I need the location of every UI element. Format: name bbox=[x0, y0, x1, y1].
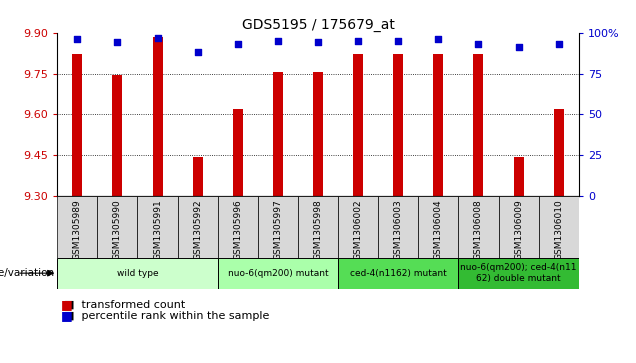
Text: wild type: wild type bbox=[116, 269, 158, 278]
Text: nuo-6(qm200); ced-4(n11
62) double mutant: nuo-6(qm200); ced-4(n11 62) double mutan… bbox=[460, 264, 577, 283]
Text: ■  transformed count: ■ transformed count bbox=[64, 300, 185, 310]
Text: GSM1306008: GSM1306008 bbox=[474, 199, 483, 260]
Point bbox=[433, 36, 443, 42]
Text: ■: ■ bbox=[60, 309, 72, 322]
Bar bbox=[97, 196, 137, 258]
Bar bbox=[418, 196, 459, 258]
Bar bbox=[193, 156, 203, 196]
Text: ■  percentile rank within the sample: ■ percentile rank within the sample bbox=[64, 311, 269, 321]
Text: GSM1306009: GSM1306009 bbox=[514, 199, 523, 260]
Text: GSM1306003: GSM1306003 bbox=[394, 199, 403, 260]
Bar bbox=[473, 54, 483, 196]
Bar bbox=[353, 54, 363, 196]
Point bbox=[153, 35, 163, 41]
Text: ced-4(n1162) mutant: ced-4(n1162) mutant bbox=[350, 269, 446, 278]
Bar bbox=[218, 196, 258, 258]
Text: GSM1305998: GSM1305998 bbox=[314, 199, 322, 260]
Bar bbox=[177, 196, 218, 258]
Bar bbox=[459, 196, 499, 258]
Bar bbox=[313, 72, 323, 196]
Point bbox=[353, 38, 363, 44]
Text: GSM1305990: GSM1305990 bbox=[113, 199, 122, 260]
Bar bbox=[338, 258, 459, 289]
Bar bbox=[554, 109, 563, 196]
Title: GDS5195 / 175679_at: GDS5195 / 175679_at bbox=[242, 18, 394, 32]
Bar bbox=[258, 196, 298, 258]
Point bbox=[513, 44, 523, 50]
Text: GSM1306010: GSM1306010 bbox=[554, 199, 563, 260]
Bar bbox=[57, 258, 218, 289]
Bar bbox=[433, 54, 443, 196]
Bar bbox=[273, 72, 283, 196]
Text: GSM1305991: GSM1305991 bbox=[153, 199, 162, 260]
Point bbox=[113, 40, 123, 45]
Text: GSM1305997: GSM1305997 bbox=[273, 199, 282, 260]
Point bbox=[73, 36, 83, 42]
Bar bbox=[514, 156, 523, 196]
Text: nuo-6(qm200) mutant: nuo-6(qm200) mutant bbox=[228, 269, 328, 278]
Text: genotype/variation: genotype/variation bbox=[0, 268, 54, 278]
Text: GSM1306004: GSM1306004 bbox=[434, 199, 443, 260]
Bar bbox=[338, 196, 378, 258]
Bar bbox=[73, 54, 82, 196]
Point bbox=[193, 49, 203, 55]
Bar bbox=[113, 75, 123, 196]
Bar bbox=[459, 258, 579, 289]
Bar bbox=[499, 196, 539, 258]
Point bbox=[233, 41, 243, 47]
Bar bbox=[218, 258, 338, 289]
Bar bbox=[539, 196, 579, 258]
Text: GSM1305989: GSM1305989 bbox=[73, 199, 82, 260]
Point bbox=[273, 38, 283, 44]
Point bbox=[313, 40, 323, 45]
Bar bbox=[378, 196, 418, 258]
Point bbox=[393, 38, 403, 44]
Text: ■: ■ bbox=[60, 298, 72, 311]
Text: GSM1305992: GSM1305992 bbox=[193, 199, 202, 260]
Bar bbox=[298, 196, 338, 258]
Bar bbox=[393, 54, 403, 196]
Point bbox=[473, 41, 483, 47]
Text: GSM1305996: GSM1305996 bbox=[233, 199, 242, 260]
Point bbox=[553, 41, 563, 47]
Bar bbox=[153, 37, 163, 196]
Bar bbox=[137, 196, 177, 258]
Text: GSM1306002: GSM1306002 bbox=[354, 199, 363, 260]
Bar bbox=[57, 196, 97, 258]
Bar bbox=[233, 109, 243, 196]
